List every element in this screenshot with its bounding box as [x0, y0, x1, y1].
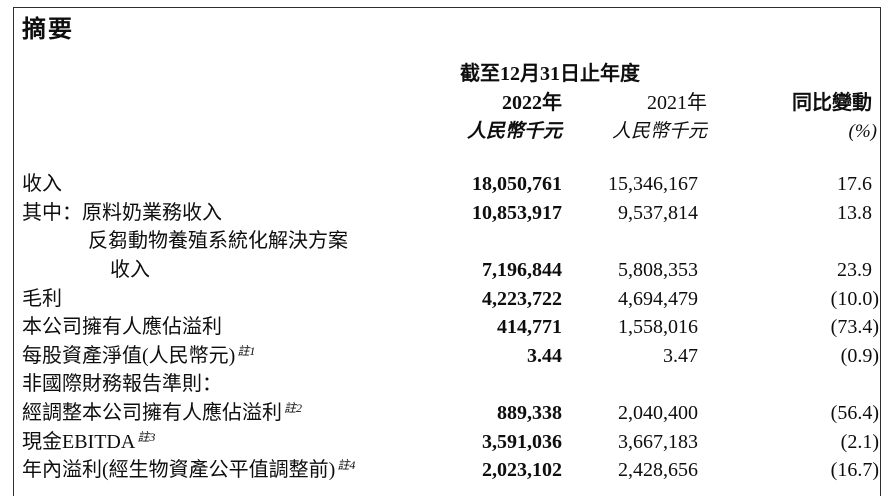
value-2021: 9,537,814 — [618, 201, 698, 224]
row-label: 年內溢利(經生物資產公平值調整前) 註4 — [22, 458, 356, 482]
row-label-prefix: 其中： — [22, 201, 82, 224]
value-yoy: (0.9) — [840, 344, 879, 367]
row-label: 反芻動物養殖系統化解決方案 — [88, 230, 348, 253]
summary-box-border — [13, 7, 881, 496]
value-2022 — [452, 370, 562, 399]
value-2021: 5,808,353 — [618, 258, 698, 281]
value-yoy: (16.7) — [830, 459, 879, 482]
unit-2021: 人民幣千元 — [611, 121, 707, 142]
table-row-raw-milk-revenue: 其中：原料奶業務收入 10,853,917 9,537,814 13.8 — [22, 199, 872, 228]
table-row-profit-before-biological-fv: 年內溢利(經生物資產公平值調整前) 註4 2,023,102 2,428,656 … — [22, 456, 879, 485]
row-label: 非國際財務報告準則： — [22, 373, 222, 396]
note-superscript: 註4 — [337, 458, 356, 473]
page-title: 摘要 — [22, 16, 74, 43]
value-2022: 18,050,761 — [472, 173, 562, 195]
table-year-header-row: 2022年 2021年 同比變動 — [22, 89, 872, 118]
row-label: 現金EBITDA 註3 — [22, 429, 156, 453]
value-yoy: (2.1) — [840, 430, 879, 453]
value-2021: 4,694,479 — [618, 287, 698, 310]
row-label: 經調整本公司擁有人應佔溢利 註2 — [22, 401, 303, 425]
col-header-yoy: 同比變動 — [792, 92, 872, 114]
table-row-ruminant-solutions-line2: 收入 7,196,844 5,808,353 23.9 — [22, 256, 872, 285]
value-yoy: 17.6 — [837, 173, 872, 195]
note-superscript: 註1 — [237, 343, 256, 358]
value-2022 — [452, 227, 562, 256]
col-header-2021: 2021年 — [647, 92, 707, 114]
table-period-header: 截至12月31日止年度 — [460, 63, 640, 85]
table-row-profit-attributable: 本公司擁有人應佔溢利 414,771 1,558,016 (73.4) — [22, 313, 879, 342]
value-yoy — [707, 227, 872, 256]
value-2022: 2,023,102 — [482, 459, 562, 482]
row-label: 收入 — [110, 258, 150, 281]
value-2022: 889,338 — [497, 402, 562, 425]
value-2021: 3.47 — [663, 344, 698, 367]
table-row-cash-ebitda: 現金EBITDA 註3 3,591,036 3,667,183 (2.1) — [22, 428, 879, 457]
summary-table: 收入 18,050,761 15,346,167 17.6 其中：原料奶業務收入… — [22, 170, 879, 485]
value-2022: 3,591,036 — [482, 430, 562, 453]
value-2021: 1,558,016 — [618, 316, 698, 339]
value-yoy — [707, 370, 872, 399]
table-row-adjusted-profit: 經調整本公司擁有人應佔溢利 註2 889,338 2,040,400 (56.4) — [22, 399, 879, 428]
spacer-cell — [22, 89, 452, 118]
col-header-2022: 2022年 — [502, 92, 562, 114]
unit-yoy: (%) — [848, 121, 877, 142]
value-yoy: (56.4) — [830, 402, 879, 425]
value-2022: 10,853,917 — [472, 201, 562, 224]
row-label: 毛利 — [22, 287, 62, 310]
value-yoy: (10.0) — [830, 287, 879, 310]
note-superscript: 註2 — [284, 401, 303, 416]
row-label: 本公司擁有人應佔溢利 — [22, 316, 222, 339]
note-superscript: 註3 — [137, 429, 156, 444]
row-label: 收入 — [22, 173, 62, 195]
row-label: 其中：原料奶業務收入 — [22, 201, 222, 224]
value-2022: 4,223,722 — [482, 287, 562, 310]
row-label: 每股資產淨值(人民幣元) 註1 — [22, 343, 256, 367]
table-row-revenue: 收入 18,050,761 15,346,167 17.6 — [22, 170, 872, 199]
spacer-cell — [22, 117, 452, 146]
value-2021: 3,667,183 — [618, 430, 698, 453]
value-2021 — [562, 370, 707, 399]
value-2021 — [562, 227, 707, 256]
table-unit-header-row: 人民幣千元 人民幣千元 (%) — [22, 117, 877, 146]
value-2021: 2,040,400 — [618, 402, 698, 425]
value-2021: 2,428,656 — [618, 459, 698, 482]
table-row-gross-profit: 毛利 4,223,722 4,694,479 (10.0) — [22, 285, 879, 314]
value-2022: 3.44 — [527, 344, 562, 367]
unit-2022: 人民幣千元 — [466, 121, 562, 142]
value-2021: 15,346,167 — [608, 173, 698, 195]
value-2022: 414,771 — [497, 316, 562, 339]
table-row-ruminant-solutions-line1: 反芻動物養殖系統化解決方案 — [22, 227, 872, 256]
value-yoy: 13.8 — [837, 201, 872, 224]
value-yoy: 23.9 — [837, 258, 872, 281]
value-2022: 7,196,844 — [482, 258, 562, 281]
table-row-non-ifrs-heading: 非國際財務報告準則： — [22, 370, 872, 399]
value-yoy: (73.4) — [830, 316, 879, 339]
table-row-nav-per-share: 每股資產淨值(人民幣元) 註1 3.44 3.47 (0.9) — [22, 342, 879, 371]
